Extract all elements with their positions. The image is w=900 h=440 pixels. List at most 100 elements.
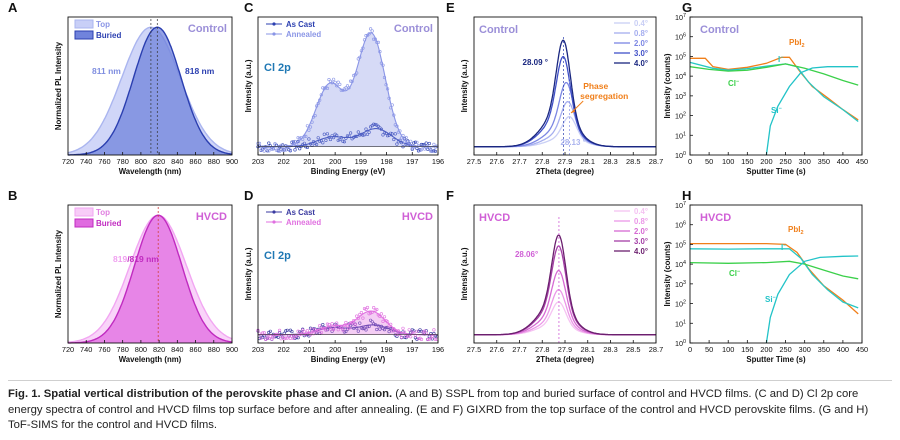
data-point: [373, 323, 377, 327]
ion-label: Cl−: [729, 269, 740, 278]
data-point: [373, 122, 377, 127]
data-point: [355, 314, 359, 318]
data-point: [282, 337, 286, 341]
panel-tag: Control: [188, 23, 227, 35]
data-point: [347, 134, 351, 138]
data-point: [355, 71, 359, 75]
x-tick-label: 0: [688, 157, 692, 166]
x-tick-label: 780: [116, 345, 128, 354]
peak-label: 819/819 nm: [113, 254, 159, 264]
data-point: [358, 133, 362, 137]
ion-label-base: Cl: [729, 269, 737, 278]
ion-label: Cl−: [728, 79, 739, 88]
data-point: [365, 132, 370, 136]
data-point: [325, 132, 330, 136]
data-point: [313, 113, 317, 118]
data-point: [384, 131, 388, 135]
plot-frame: [689, 204, 863, 344]
data-point: [265, 149, 269, 153]
data-point: [389, 106, 393, 110]
data-point: [278, 328, 282, 333]
panel-letter: C: [244, 0, 254, 15]
x-tick-label: 28.5: [626, 345, 640, 354]
data-point: [356, 130, 360, 134]
data-point: [413, 333, 418, 338]
panel-tag: Control: [394, 23, 433, 35]
data-point: [335, 133, 339, 137]
data-point: [267, 336, 271, 341]
y-tick-base: 10: [675, 201, 683, 210]
peak-annotation: 28.09 °: [523, 58, 548, 67]
data-point: [419, 148, 424, 152]
y-axis-label: Intensity (counts): [663, 241, 672, 306]
legend-label: 3.0°: [634, 237, 648, 246]
series-line-pbi2: [690, 242, 859, 315]
data-point: [276, 335, 280, 339]
data-point: [291, 336, 296, 341]
data-point: [327, 323, 331, 327]
series-line: [474, 55, 656, 148]
y-tick-exp: 5: [683, 52, 686, 58]
data-point: [332, 327, 336, 331]
data-point: [399, 335, 404, 339]
panel-tag: HVCD: [479, 212, 510, 224]
data-point: [349, 131, 353, 135]
data-point: [305, 124, 310, 128]
x-tick-label: 202: [278, 345, 290, 354]
series-area-annealed: [258, 311, 438, 335]
peak-label-top: 819: [113, 254, 127, 264]
data-point: [262, 149, 266, 153]
data-point: [318, 324, 322, 328]
data-point: [359, 311, 364, 315]
panel-letter: B: [8, 188, 17, 203]
data-point: [389, 327, 393, 331]
data-point: [392, 137, 396, 142]
data-point: [382, 131, 387, 135]
data-point: [412, 141, 416, 145]
x-tick-label: 27.6: [490, 345, 504, 354]
x-tick-label: 28.1: [581, 157, 595, 166]
x-tick-label: 201: [303, 157, 315, 166]
data-point: [307, 331, 311, 335]
data-point: [362, 38, 367, 42]
data-point: [352, 326, 356, 330]
legend-label: 0.4°: [634, 207, 648, 216]
x-tick-label: 860: [189, 157, 201, 166]
x-tick-label: 196: [432, 157, 444, 166]
data-point: [372, 122, 376, 126]
series-line-buried: [68, 214, 233, 344]
data-point: [333, 324, 337, 328]
data-point: [361, 327, 365, 331]
x-axis-label: Binding Energy (eV): [311, 355, 386, 364]
data-point: [415, 329, 419, 333]
data-point: [321, 86, 325, 90]
data-point: [302, 330, 306, 334]
data-point: [430, 149, 434, 153]
x-tick-label: 203: [252, 157, 264, 166]
series-line-si: [765, 255, 859, 344]
data-point: [279, 337, 283, 341]
data-point: [415, 146, 419, 150]
data-point: [310, 327, 314, 331]
data-point: [372, 37, 376, 41]
legend-label: 0.8°: [634, 217, 648, 226]
x-tick-label: 201: [303, 345, 315, 354]
y-tick-base: 10: [675, 33, 683, 42]
data-point: [356, 316, 360, 320]
data-point: [321, 326, 325, 330]
data-point: [339, 88, 343, 92]
data-point: [344, 136, 348, 140]
data-point: [361, 316, 365, 320]
data-point: [416, 337, 421, 341]
ion-label-sup: −: [779, 106, 782, 112]
data-point: [342, 330, 347, 334]
y-tick-exp: 1: [683, 131, 686, 137]
phase-label: Phase: [583, 81, 608, 91]
data-point: [310, 120, 314, 124]
x-tick-label: 28.1: [581, 345, 595, 354]
data-point: [273, 142, 277, 146]
data-point: [378, 314, 382, 319]
x-tick-label: 200: [329, 157, 341, 166]
data-point: [327, 135, 331, 139]
